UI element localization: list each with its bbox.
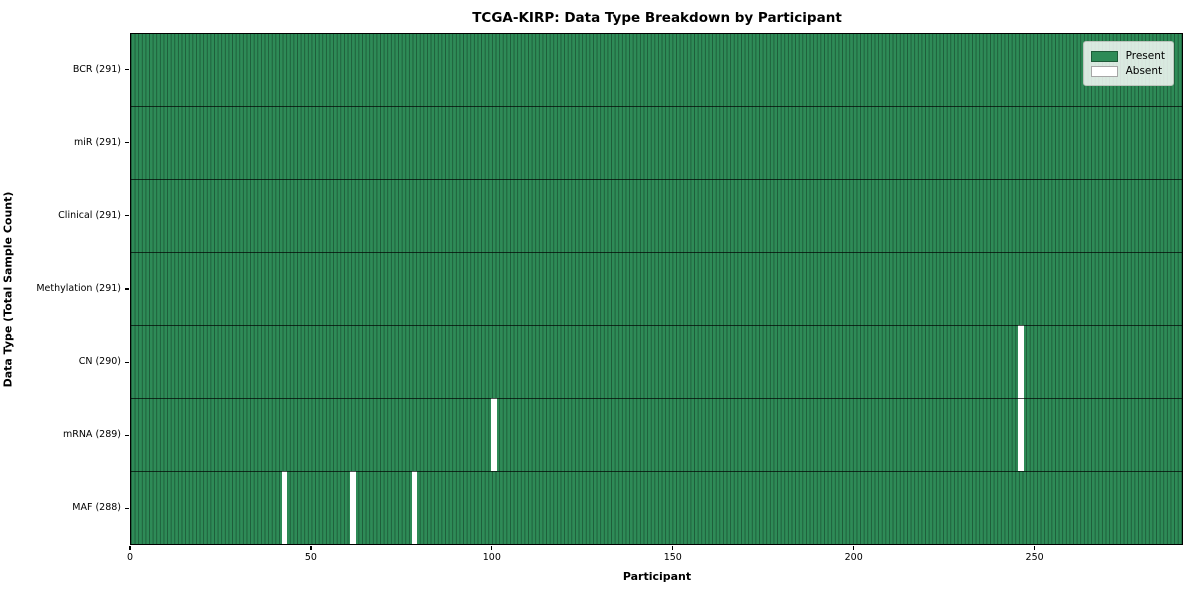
y-tick-label-MAF: MAF (288) [72, 502, 121, 514]
y-tick-mark [125, 68, 129, 71]
legend: Present Absent [1082, 41, 1174, 86]
y-tick-mark [125, 434, 129, 436]
legend-entry-present: Present [1090, 50, 1165, 62]
x-tick-label-0: 0 [126, 552, 134, 563]
y-tick-mark [125, 361, 129, 363]
y-tick-label-mRNA: mRNA (289) [62, 429, 121, 441]
y-tick-label-CN: CN (290) [78, 356, 121, 368]
row-separator [131, 324, 1182, 326]
plot-area: Present Absent [130, 33, 1183, 545]
x-tick-mark [672, 546, 674, 550]
x-tick-label-50: 50 [304, 552, 317, 563]
row-separators-layer [131, 34, 1182, 544]
x-tick-mark [853, 546, 855, 550]
x-tick-label-250: 250 [1025, 552, 1044, 563]
y-tick-mark [125, 507, 129, 510]
x-tick-mark [1034, 546, 1036, 550]
x-tick-mark [491, 546, 493, 550]
x-tick-mark [129, 546, 131, 550]
legend-swatch-absent [1090, 65, 1118, 77]
absent-bar-MAF-participant-42 [281, 471, 288, 544]
y-tick-label-Methylation: Methylation (291) [36, 283, 121, 294]
row-separator [131, 470, 1182, 472]
x-axis-label: Participant [622, 570, 692, 583]
present-bars-background [131, 34, 1182, 544]
row-separator [131, 397, 1182, 399]
legend-label-present: Present [1125, 50, 1165, 62]
chart-title: TCGA-KIRP: Data Type Breakdown by Partic… [472, 10, 842, 26]
y-tick-label-Clinical: Clinical (291) [58, 209, 121, 221]
x-tick-mark [310, 546, 312, 550]
legend-swatch-present [1090, 50, 1118, 62]
row-separator [131, 106, 1182, 108]
absent-bar-mRNA-participant-246 [1018, 398, 1025, 472]
legend-label-absent: Absent [1125, 65, 1163, 77]
x-tick-label-150: 150 [663, 552, 682, 563]
legend-entry-absent: Absent [1090, 65, 1165, 77]
row-separator [131, 179, 1182, 181]
absent-bar-CN-participant-246 [1018, 325, 1025, 399]
y-tick-label-BCR: BCR (291) [72, 63, 121, 75]
absent-bars-layer [131, 34, 1182, 544]
row-separator [131, 252, 1182, 254]
y-tick-mark [125, 215, 129, 217]
y-tick-mark [125, 142, 129, 144]
x-tick-label-100: 100 [482, 552, 501, 563]
absent-bar-MAF-participant-78 [411, 471, 418, 544]
y-tick-label-miR: miR (291) [73, 136, 121, 148]
x-tick-label-200: 200 [844, 552, 863, 563]
absent-bar-mRNA-participant-100 [491, 398, 497, 472]
absent-bar-MAF-participant-61 [350, 471, 356, 544]
y-tick-mark [125, 288, 129, 290]
